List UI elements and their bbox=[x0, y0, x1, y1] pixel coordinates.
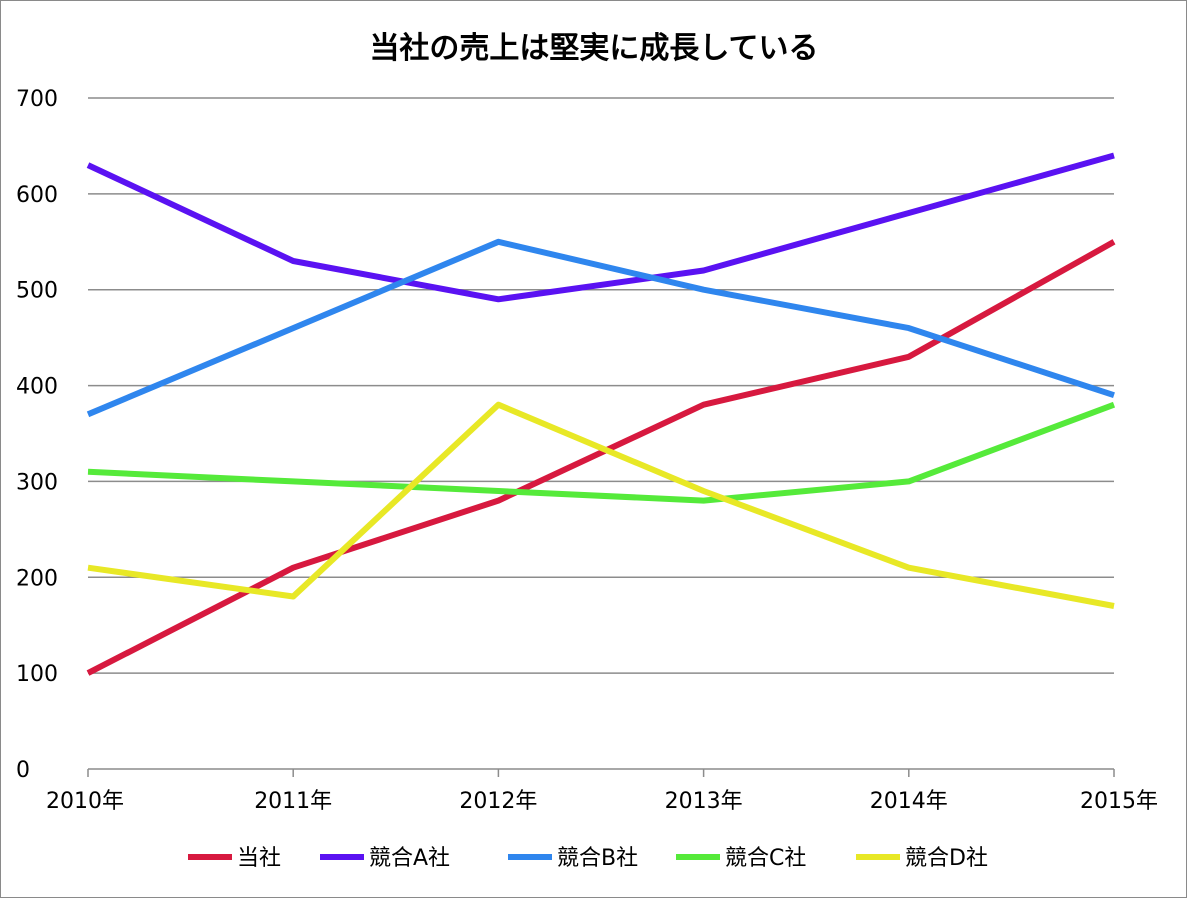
axes bbox=[87, 768, 1115, 777]
y-tick-label: 100 bbox=[16, 662, 58, 687]
legend: 当社 競合A社 競合B社 競合C社 競合D社 bbox=[188, 846, 988, 871]
series-lines bbox=[86, 152, 1116, 676]
series-line-1 bbox=[86, 239, 1116, 676]
legend-label: 競合A社 bbox=[369, 846, 450, 871]
y-axis-tick-labels: 0 100 200 300 400 500 600 700 bbox=[16, 87, 58, 783]
x-tick-label: 2010年 bbox=[46, 789, 124, 814]
x-tick-label: 2014年 bbox=[870, 789, 948, 814]
gridlines bbox=[88, 97, 1114, 674]
x-tick-label: 2011年 bbox=[254, 789, 332, 814]
x-tick-label: 2013年 bbox=[665, 789, 743, 814]
series-line-5 bbox=[87, 401, 1115, 609]
x-tick-label: 2015年 bbox=[1080, 789, 1158, 814]
series-line-3 bbox=[86, 238, 1115, 418]
y-tick-label: 700 bbox=[16, 87, 58, 112]
legend-label: 競合D社 bbox=[905, 846, 988, 871]
legend-label: 競合C社 bbox=[725, 846, 806, 871]
series-line-2 bbox=[86, 152, 1115, 303]
y-tick-label: 400 bbox=[16, 375, 58, 400]
series-line-4 bbox=[87, 401, 1116, 504]
chart-title: 当社の売上は堅実に成長している bbox=[369, 31, 818, 66]
y-tick-label: 0 bbox=[16, 758, 30, 783]
y-tick-label: 500 bbox=[16, 279, 58, 304]
y-tick-label: 300 bbox=[16, 470, 58, 495]
x-tick-label: 2012年 bbox=[459, 789, 537, 814]
legend-label: 競合B社 bbox=[557, 846, 638, 871]
y-tick-label: 600 bbox=[16, 183, 58, 208]
x-axis-tick-labels: 2010年 2011年 2012年 2013年 2014年 2015年 bbox=[46, 789, 1158, 814]
y-tick-label: 200 bbox=[16, 566, 58, 591]
legend-label: 当社 bbox=[237, 846, 281, 871]
